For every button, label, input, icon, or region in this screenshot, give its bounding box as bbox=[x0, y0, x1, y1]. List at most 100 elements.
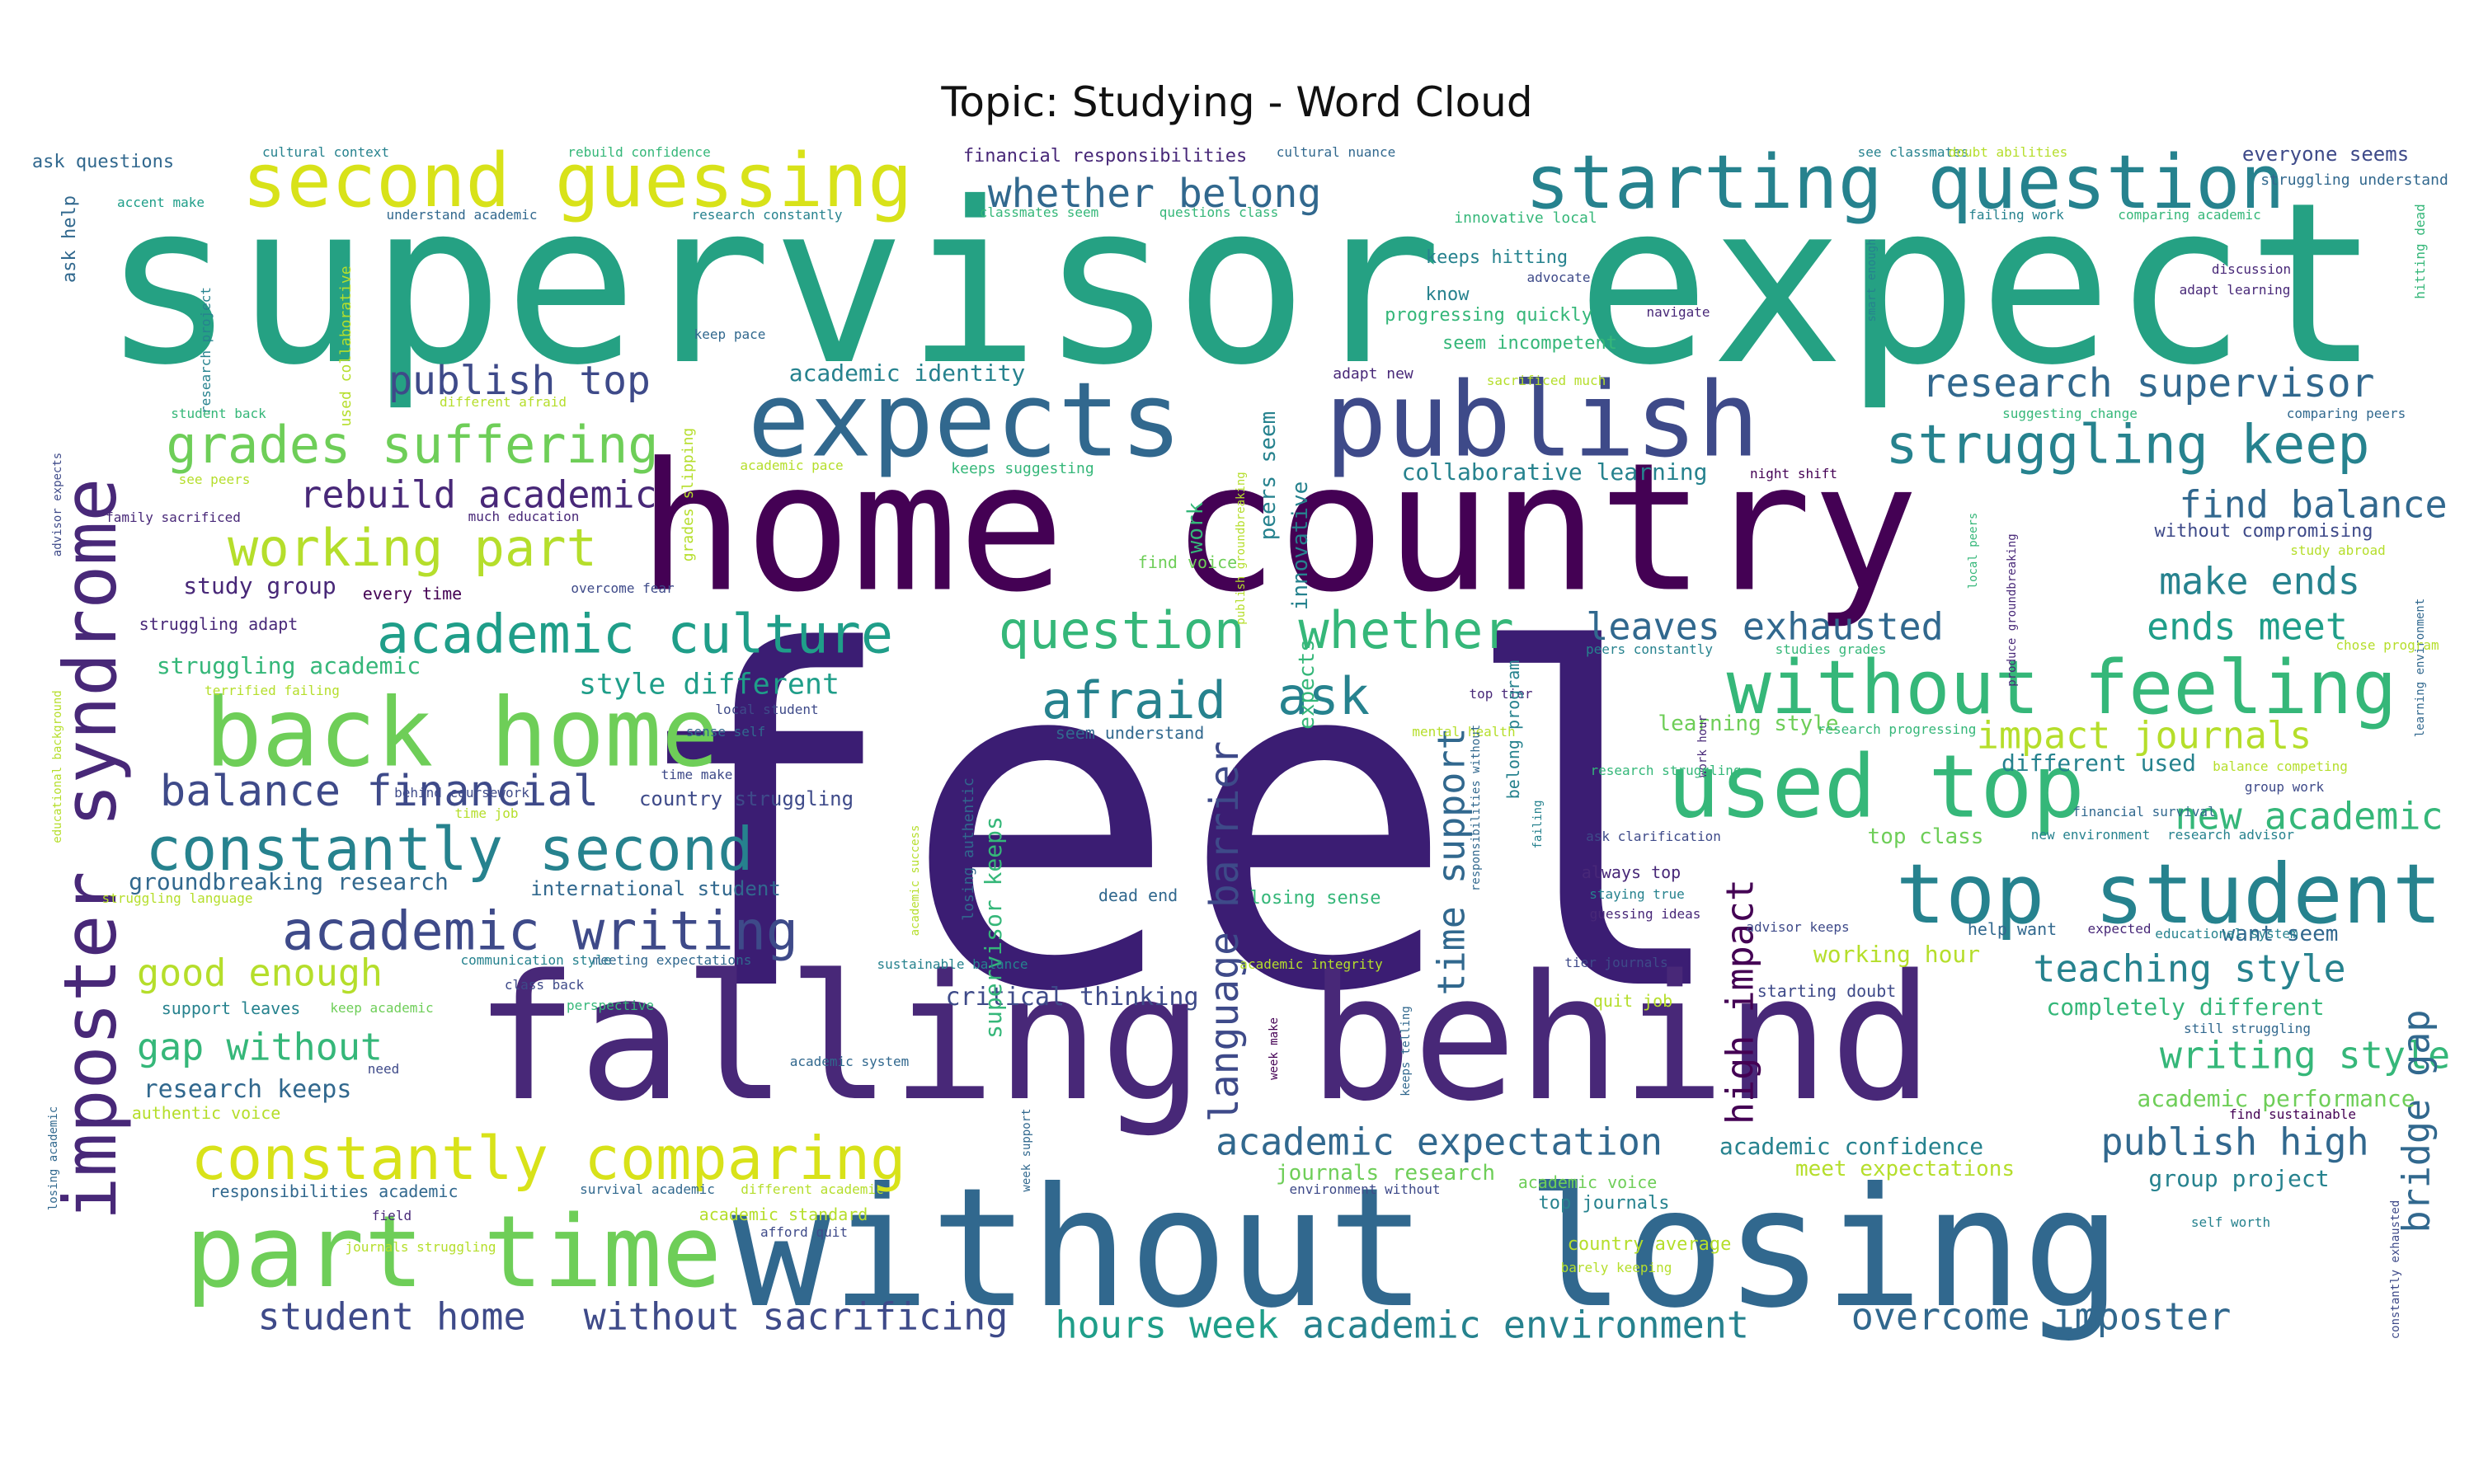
word-constantly-comparing: constantly comparing bbox=[190, 1124, 906, 1193]
word-environment-without: environment without bbox=[1289, 1181, 1441, 1197]
word-group-project: group project bbox=[2148, 1165, 2330, 1192]
word-critical-thinking: critical thinking bbox=[945, 983, 1199, 1012]
word-responsibilities-without: responsibilities without bbox=[1470, 724, 1483, 892]
word-self-worth: self worth bbox=[2190, 1214, 2271, 1230]
word-used-top: used top bbox=[1667, 736, 2085, 838]
word-language-barrier: language barrier bbox=[1202, 740, 1248, 1123]
word-questions-class: questions class bbox=[1159, 204, 1279, 220]
word-peers-constantly: peers constantly bbox=[1585, 641, 1714, 657]
word-ask-clarification: ask clarification bbox=[1586, 829, 1721, 844]
word-tier-journals: tier journals bbox=[1564, 955, 1668, 970]
word-smart-enough: smart enough bbox=[1865, 238, 1879, 322]
word-mental-health: mental health bbox=[1412, 724, 1516, 740]
word-struggling-adapt: struggling adapt bbox=[139, 614, 299, 634]
word-impact-journals: impact journals bbox=[1976, 713, 2312, 758]
word-expects: expects bbox=[747, 360, 1183, 481]
word-academic-performance: academic performance bbox=[2137, 1085, 2415, 1112]
word-sacrificed-much: sacrificed much bbox=[1486, 373, 1606, 388]
word-teaching-style: teaching style bbox=[2033, 946, 2346, 991]
word-used-collaborative: used collaborative bbox=[337, 265, 355, 427]
word-survival-academic: survival academic bbox=[580, 1181, 715, 1197]
word-advisor-expects: advisor expects bbox=[51, 452, 64, 557]
word-expected: expected bbox=[2087, 921, 2152, 937]
word-country-average: country average bbox=[1567, 1234, 1732, 1255]
word-local-peers: local peers bbox=[1967, 512, 1980, 589]
word-learning-style: learning style bbox=[1658, 711, 1839, 736]
word-home-country: home country bbox=[637, 424, 1919, 632]
word-grades-slipping: grades slipping bbox=[680, 427, 697, 562]
word-starting-question: starting question bbox=[1525, 139, 2285, 226]
word-group-work: group work bbox=[2244, 779, 2325, 795]
word-keep-academic: keep academic bbox=[330, 1000, 434, 1016]
word-advocate: advocate bbox=[1526, 270, 1591, 285]
word-innovative: innovative bbox=[1288, 481, 1313, 611]
word-struggling-keep: struggling keep bbox=[1885, 414, 2370, 477]
word-overcome-imposter: overcome imposter bbox=[1851, 1294, 2232, 1339]
word-need: need bbox=[367, 1061, 400, 1077]
word-educational-system: educational system bbox=[2155, 926, 2298, 942]
word-meet-expectations: meet expectations bbox=[1794, 1157, 2015, 1181]
word-ask: ask bbox=[1277, 666, 1370, 726]
word-adapt-learning: adapt learning bbox=[2179, 282, 2291, 298]
word-adapt-new: adapt new bbox=[1333, 365, 1413, 383]
word-peers-seem: peers seem bbox=[1256, 411, 1281, 541]
word-second-guessing: second guessing bbox=[242, 138, 913, 224]
word-balance-financial: balance financial bbox=[159, 767, 600, 816]
word-support-leaves: support leaves bbox=[161, 998, 301, 1018]
word-meeting-expectations: meeting expectations bbox=[592, 952, 752, 968]
word-study-abroad: study abroad bbox=[2290, 542, 2386, 558]
word-seem-understand: seem understand bbox=[1055, 723, 1205, 743]
word-night-shift: night shift bbox=[1750, 466, 1837, 481]
word-part-time: part time bbox=[185, 1195, 722, 1310]
word-international-student: international student bbox=[530, 877, 781, 900]
word-academic-success: academic success bbox=[909, 824, 922, 937]
word-suggesting-change: suggesting change bbox=[2002, 406, 2138, 421]
word-hours-week: hours week bbox=[1055, 1303, 1279, 1347]
word-publish-groundbreaking: publish groundbreaking bbox=[1235, 472, 1248, 625]
word-still-struggling: still struggling bbox=[2183, 1021, 2312, 1036]
word-keep-pace: keep pace bbox=[694, 326, 766, 342]
word-study-group: study group bbox=[183, 572, 336, 599]
word-starting-doubt: starting doubt bbox=[1757, 981, 1897, 1001]
word-writing-style: writing style bbox=[2159, 1033, 2451, 1078]
word-ask-questions: ask questions bbox=[31, 152, 175, 172]
word-failing: failing bbox=[1531, 800, 1545, 849]
word-belong-program: belong program bbox=[1503, 660, 1523, 800]
word-educational-background: educational background bbox=[51, 690, 64, 843]
word-question: question bbox=[998, 600, 1245, 660]
word-hitting-dead: hitting dead bbox=[2412, 204, 2428, 299]
word-keeps-hitting: keeps hitting bbox=[1425, 247, 1569, 268]
word-working-part: working part bbox=[228, 518, 597, 578]
word-rebuild-academic: rebuild academic bbox=[299, 472, 657, 517]
word-afford-quit: afford quit bbox=[760, 1224, 848, 1240]
word-terrified-failing: terrified failing bbox=[205, 683, 340, 698]
word-bridge-gap: bridge gap bbox=[2394, 1009, 2439, 1233]
word-see-classmates: see classmates bbox=[1857, 144, 1969, 160]
word-failing-work: failing work bbox=[1968, 207, 2064, 223]
word-make-ends: make ends bbox=[2159, 559, 2360, 603]
word-journals-research: journals research bbox=[1275, 1161, 1496, 1186]
word-top-student: top student bbox=[1895, 846, 2443, 942]
word-research-constantly: research constantly bbox=[691, 207, 843, 223]
word-sense-self: sense self bbox=[685, 724, 766, 740]
word-new-academic: new academic bbox=[2175, 794, 2443, 838]
word-cultural-context: cultural context bbox=[261, 144, 390, 160]
word-working-hour: working hour bbox=[1813, 941, 1981, 968]
word-financial-survival: financial survival bbox=[2072, 804, 2216, 819]
word-responsibilities-academic: responsibilities academic bbox=[209, 1181, 459, 1201]
word-constantly-exhausted: constantly exhausted bbox=[2389, 1200, 2402, 1340]
word-publish: publish bbox=[1324, 360, 1760, 481]
word-without-compromising: without compromising bbox=[2154, 521, 2373, 542]
word-progressing-quickly: progressing quickly bbox=[1385, 305, 1592, 326]
word-keeps-suggesting: keeps suggesting bbox=[951, 460, 1094, 477]
word-time-job: time job bbox=[454, 805, 519, 821]
word-top-journals: top journals bbox=[1538, 1193, 1670, 1214]
word-academic-pace: academic pace bbox=[740, 458, 844, 473]
word-losing-sense: losing sense bbox=[1249, 888, 1381, 909]
word-quit-job: quit job bbox=[1592, 991, 1673, 1011]
word-communication-style: communication style bbox=[460, 952, 612, 968]
word-know: know bbox=[1425, 284, 1470, 305]
word-struggling-understand: struggling understand bbox=[2260, 171, 2448, 189]
word-gap-without: gap without bbox=[136, 1025, 383, 1069]
